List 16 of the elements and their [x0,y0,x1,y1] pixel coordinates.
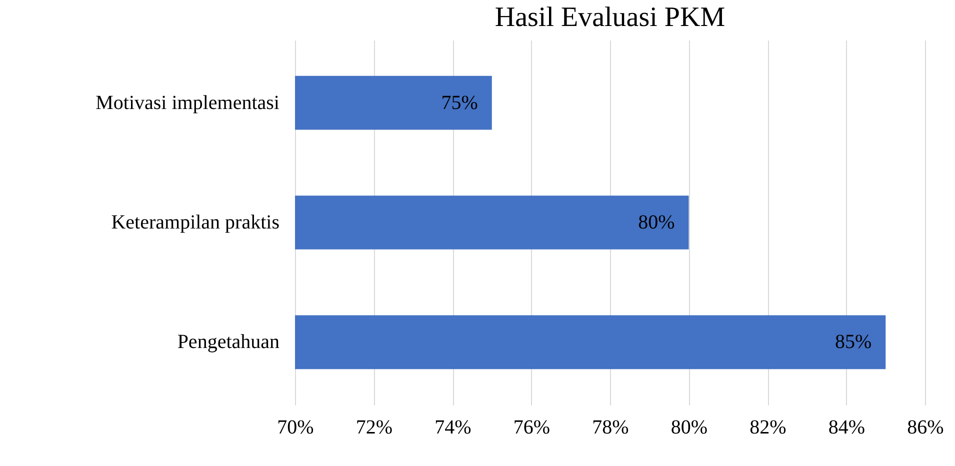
x-tick-label: 84% [828,416,866,438]
data-label: 80% [638,212,675,234]
y-tick-label: Motivasi implementasi [96,92,280,114]
x-tick-label: 78% [592,416,629,438]
x-tick-label: 86% [907,416,944,438]
chart-title: Hasil Evaluasi PKM [494,2,726,33]
data-label: 85% [834,331,872,354]
y-tick-label: Keterampilan praktis [111,212,280,234]
x-tick-label: 74% [434,416,472,438]
x-tick-label: 80% [670,416,708,438]
data-label: 75% [441,92,478,114]
x-tick-label: 72% [356,416,393,438]
x-tick-label: 76% [513,416,550,438]
y-tick-label: Pengetahuan [177,331,280,354]
x-tick-label: 82% [750,416,786,438]
x-tick-label: 70% [277,416,314,438]
